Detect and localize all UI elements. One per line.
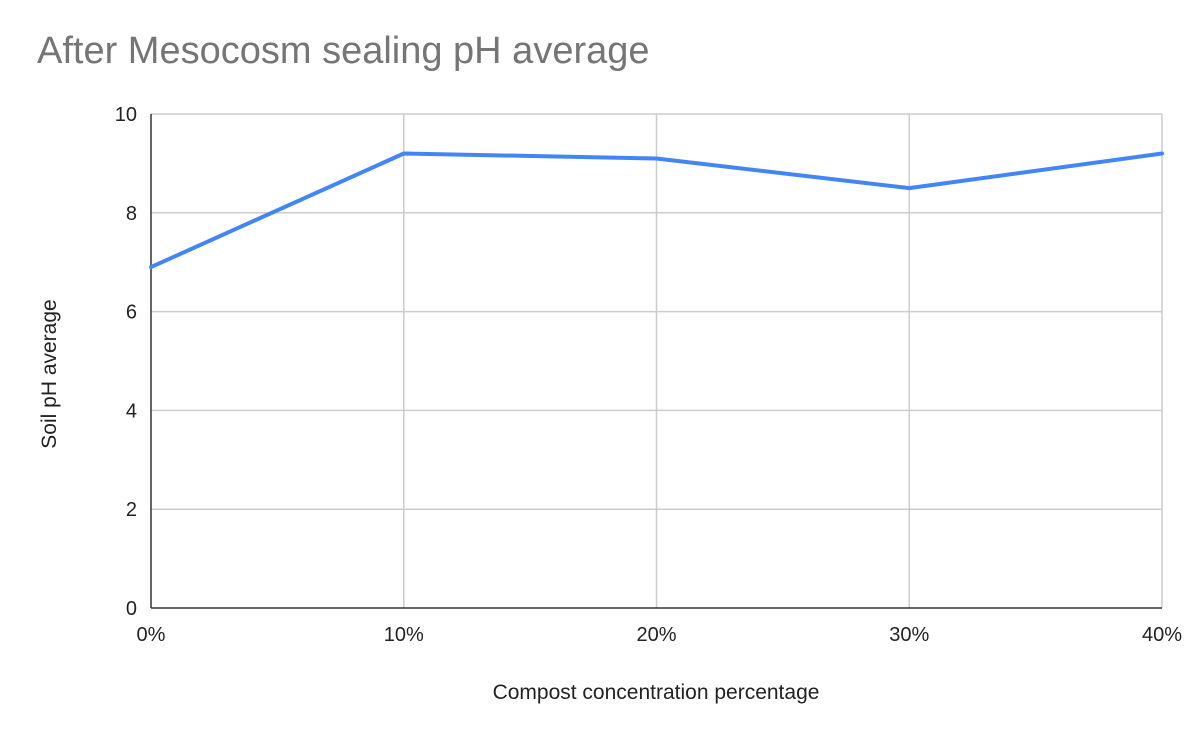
y-tick-label: 8 bbox=[126, 203, 137, 225]
x-tick-label: 0% bbox=[137, 624, 166, 646]
y-tick-label: 10 bbox=[115, 104, 137, 126]
x-axis-title: Compost concentration percentage bbox=[493, 681, 820, 704]
y-tick-label: 4 bbox=[126, 400, 137, 422]
grid-lines bbox=[151, 114, 1162, 608]
tick-labels: 0 2 4 6 8 10 0% 10% 20% 30% 40% bbox=[115, 104, 1182, 646]
x-tick-label: 10% bbox=[384, 624, 424, 646]
x-tick-label: 20% bbox=[636, 624, 676, 646]
y-tick-label: 0 bbox=[126, 598, 137, 620]
y-tick-label: 6 bbox=[126, 302, 137, 324]
chart-title: After Mesocosm sealing pH average bbox=[37, 30, 650, 73]
x-tick-label: 40% bbox=[1142, 624, 1182, 646]
y-axis-title: Soil pH average bbox=[38, 299, 61, 448]
x-tick-label: 30% bbox=[889, 624, 929, 646]
y-tick-label: 2 bbox=[126, 499, 137, 521]
